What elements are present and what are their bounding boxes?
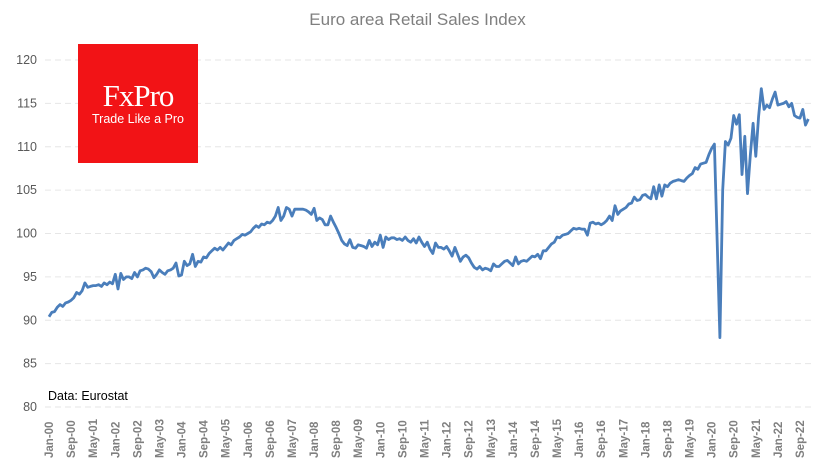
x-tick-label: Sep-12 <box>464 420 476 458</box>
x-tick-label: Jan-12 <box>442 422 454 458</box>
x-tick-label: May-05 <box>221 418 233 458</box>
x-tick-label: May-09 <box>353 419 365 458</box>
x-tick-label: Sep-18 <box>662 420 674 458</box>
x-tick-label: Sep-10 <box>397 420 409 458</box>
x-tick-label: Jan-10 <box>375 422 387 458</box>
x-tick-label: Sep-04 <box>199 420 211 458</box>
y-tick-label: 85 <box>23 357 37 371</box>
x-tick-label: Jan-00 <box>44 422 56 458</box>
x-tick-label: Jan-14 <box>508 421 520 458</box>
x-tick-label: Jan-22 <box>773 422 785 458</box>
x-tick-label: May-21 <box>751 418 763 458</box>
x-tick-label: Jan-20 <box>707 422 719 458</box>
x-tick-label: Sep-06 <box>265 420 277 458</box>
y-tick-label: 115 <box>17 96 37 110</box>
logo-tagline: Trade Like a Pro <box>92 112 184 126</box>
x-tick-label: May-19 <box>685 419 697 458</box>
x-tick-label: May-03 <box>154 419 166 458</box>
x-tick-label: Sep-02 <box>132 420 144 458</box>
y-tick-label: 105 <box>16 183 37 197</box>
y-tick-label: 95 <box>23 270 37 284</box>
y-tick-label: 100 <box>16 227 37 241</box>
y-tick-label: 110 <box>17 140 37 154</box>
fxpro-logo: FxPro Trade Like a Pro <box>78 44 198 163</box>
x-tick-label: Jan-18 <box>640 421 652 458</box>
x-tick-label: May-07 <box>287 419 299 458</box>
x-tick-label: May-11 <box>419 419 431 458</box>
x-tick-label: May-17 <box>618 419 630 458</box>
x-tick-label: May-15 <box>552 418 564 458</box>
x-tick-label: May-01 <box>88 418 100 458</box>
series-line <box>47 87 810 339</box>
x-tick-label: Jan-06 <box>243 422 255 458</box>
x-tick-label: Jan-08 <box>309 421 321 458</box>
x-tick-label: May-13 <box>486 419 498 458</box>
x-tick-label: Sep-00 <box>66 420 78 458</box>
x-tick-label: Jan-16 <box>574 422 586 458</box>
x-tick-label: Sep-08 <box>331 420 343 458</box>
y-tick-label: 90 <box>23 313 37 327</box>
source-note: Data: Eurostat <box>48 389 128 403</box>
x-tick-label: Jan-02 <box>110 422 122 458</box>
x-tick-label: Jan-04 <box>177 421 189 458</box>
y-tick-label: 80 <box>23 400 37 414</box>
logo-brand: FxPro <box>102 78 175 113</box>
x-tick-label: Sep-16 <box>596 420 608 458</box>
chart-title: Euro area Retail Sales Index <box>309 10 526 29</box>
x-tick-label: Sep-22 <box>795 420 807 458</box>
x-tick-label: Sep-14 <box>530 420 542 458</box>
y-tick-label: 120 <box>16 53 37 67</box>
x-tick-label: Sep-20 <box>729 420 741 458</box>
